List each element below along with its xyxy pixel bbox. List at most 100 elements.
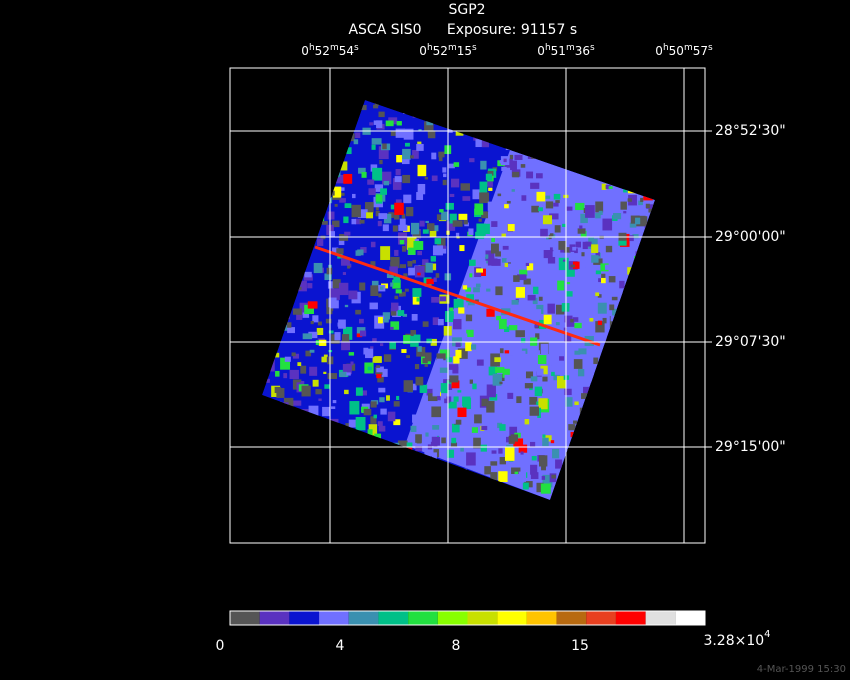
noise [616,291,625,302]
ra-label: 0h52m15s [419,43,477,58]
noise [549,247,554,252]
noise [455,232,460,238]
noise [394,212,400,220]
noise [541,464,546,471]
noise [380,408,387,415]
noise [390,204,395,210]
noise [379,286,384,290]
noise [509,426,518,437]
noise [330,406,336,409]
colorbar-label: 8 [452,638,461,654]
noise [552,448,560,459]
noise [402,291,406,297]
noise [412,288,422,297]
noise [570,318,574,323]
noise [383,213,392,224]
noise [339,198,346,203]
noise [424,363,428,367]
noise [518,444,528,453]
noise [573,420,578,424]
noise [283,373,288,379]
dec-label: 29°00'00" [715,229,786,245]
noise [402,174,411,184]
noise [479,251,486,257]
noise [509,154,514,160]
noise [442,245,447,249]
noise [390,308,397,316]
noise [605,184,611,189]
noise [476,319,485,327]
noise [538,207,543,212]
noise [334,175,345,184]
noise [395,289,402,294]
noise [605,245,613,253]
noise [469,273,473,278]
noise [442,167,447,173]
noise [450,442,458,447]
noise [453,319,462,330]
noise [645,203,650,209]
noise [455,130,464,136]
dec-label: 28°52'30" [715,123,786,139]
noise [509,355,517,363]
noise [457,407,467,418]
noise [367,179,375,185]
noise [327,373,338,379]
noise [553,193,561,200]
noise [550,440,555,444]
noise [398,232,408,245]
noise [403,194,412,204]
noise [595,270,602,275]
noise [280,357,291,370]
noise [498,318,507,330]
noise [445,202,454,210]
noise [551,371,555,377]
unit: h [663,43,669,53]
noise [458,307,465,314]
noise [476,223,486,236]
noise [379,397,385,403]
noise [396,154,403,163]
noise [531,455,537,461]
noise [627,198,632,202]
noise [488,366,498,376]
noise [432,425,440,430]
noise [475,139,482,148]
noise [462,196,471,201]
noise [425,432,429,437]
value: 52 [433,44,448,58]
noise [398,224,408,231]
noise [368,424,378,436]
noise [390,321,400,330]
noise [274,386,282,393]
noise [452,220,463,227]
noise [358,105,367,111]
colorbar: 0 4 8 15 [216,610,706,654]
noise [300,365,307,374]
noise [426,388,434,396]
noise [449,213,457,224]
colorbar-segment [437,611,468,625]
noise [446,449,455,458]
noise [359,282,366,291]
noise [471,344,477,350]
noise [351,218,357,225]
noise [498,182,506,191]
ra-label: 0h52m54s [301,43,359,58]
noise [417,346,422,352]
noise [504,326,510,332]
noise [318,398,322,401]
noise [370,285,379,297]
noise [566,206,573,211]
noise [399,293,403,297]
noise [564,333,572,342]
noise [325,318,332,324]
noise [425,262,433,273]
noise [569,307,579,316]
noise [526,171,534,179]
noise [466,452,476,466]
noise [577,369,585,377]
noise [417,272,421,276]
noise [414,364,420,370]
